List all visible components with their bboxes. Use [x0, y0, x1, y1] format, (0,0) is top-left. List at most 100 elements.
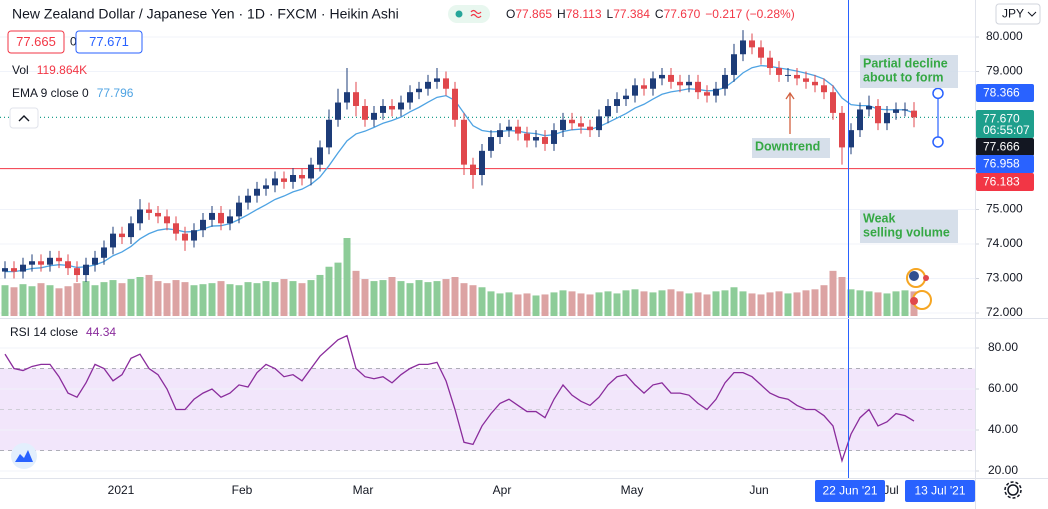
volume-bar — [361, 279, 369, 316]
volume-bar — [550, 292, 558, 316]
rsi-tick-label: 80.00 — [988, 340, 1018, 354]
candle-body — [353, 92, 359, 106]
annotation-text: Partial decline — [863, 56, 948, 70]
x-tick-label: Mar — [353, 483, 374, 497]
settings-gear — [1004, 481, 1022, 499]
volume-bar — [253, 283, 261, 316]
ohlc-value: 77.670 — [664, 7, 701, 21]
price-tag-timer: 06:55:07 — [983, 123, 1030, 137]
market-status[interactable] — [448, 5, 490, 23]
volume-bar — [163, 283, 171, 316]
candle-body — [101, 247, 107, 258]
volume-bar — [847, 289, 855, 316]
volume-bar — [802, 290, 810, 316]
y-tick-label: 74.000 — [986, 236, 1023, 250]
volume-bar — [334, 262, 342, 316]
volume-bar — [145, 274, 153, 316]
volume-bar — [10, 287, 18, 316]
candle-body — [497, 130, 503, 138]
volume-bar — [325, 266, 333, 316]
settings-button[interactable] — [1007, 484, 1019, 496]
volume-bar — [136, 277, 144, 316]
ohlc-value: 77.865 — [515, 7, 552, 21]
candle-body — [317, 147, 323, 165]
volume-bar — [28, 286, 36, 316]
volume-bar — [343, 238, 351, 316]
event-flag — [909, 271, 919, 281]
candle-body — [848, 130, 854, 148]
ohlc-key: C — [655, 7, 664, 21]
candle-body — [461, 119, 467, 165]
volume-bar — [685, 293, 693, 316]
volume-bar — [559, 290, 567, 316]
candle-body — [857, 109, 863, 131]
candle-body — [569, 119, 575, 124]
candle-body — [884, 112, 890, 124]
volume-bar — [856, 290, 864, 316]
volume-bar — [505, 292, 513, 316]
volume-bar — [379, 280, 387, 316]
candle-body — [290, 174, 296, 182]
volume-layer — [1, 238, 918, 316]
candle-body — [839, 112, 845, 148]
volume-bar — [118, 283, 126, 316]
candle-body — [2, 268, 8, 272]
candle-body — [371, 112, 377, 120]
candle-body — [749, 40, 755, 48]
candle-body — [641, 85, 647, 89]
annotation-arrow — [785, 91, 795, 134]
event-dot — [910, 297, 918, 305]
candle-body — [326, 119, 332, 148]
volume-bar — [199, 284, 207, 316]
candle-body — [524, 133, 530, 141]
annotation-text: selling volume — [863, 225, 950, 239]
volume-bar — [784, 293, 792, 316]
ohlc-key: H — [557, 7, 566, 21]
ema-value: 77.796 — [97, 86, 134, 100]
volume-bar — [865, 291, 873, 316]
price-change: −0.217 (−0.28%) — [705, 7, 794, 21]
volume-bar — [595, 292, 603, 316]
candle-body — [425, 81, 431, 89]
candle-body — [767, 57, 773, 69]
candle-body — [137, 209, 143, 224]
candle-body — [407, 92, 413, 103]
rsi-tick-label: 40.00 — [988, 422, 1018, 436]
ema-legend: EMA 9 close 0 — [12, 86, 89, 100]
volume-bar — [235, 285, 243, 316]
currency-dropdown[interactable] — [995, 3, 1041, 25]
volume-bar — [649, 292, 657, 316]
volume-bar — [667, 289, 675, 316]
price-tag — [976, 173, 1034, 191]
candle-body — [416, 88, 422, 93]
candle-layer — [2, 30, 917, 282]
volume-bar — [487, 291, 495, 316]
volume-bar — [514, 294, 522, 316]
ask-box[interactable] — [75, 30, 143, 54]
collapse-button[interactable] — [9, 107, 39, 129]
candle-body — [794, 74, 800, 79]
volume-bar — [883, 293, 891, 316]
rsi-layer — [4, 334, 915, 464]
bid-box[interactable] — [7, 30, 65, 54]
volume-bar — [154, 281, 162, 316]
volume-bar — [352, 270, 360, 316]
candle-body — [866, 105, 872, 110]
measure-handle — [932, 136, 944, 148]
candle-body — [803, 78, 809, 82]
candle-body — [902, 109, 908, 111]
volume-bar — [739, 291, 747, 316]
logo-mark — [15, 450, 33, 462]
candle-body — [398, 102, 404, 110]
candle-body — [821, 85, 827, 93]
last-date-box — [905, 480, 975, 502]
annotation-text: Downtrend — [755, 139, 820, 153]
logo[interactable] — [11, 443, 37, 469]
annotation-box — [860, 55, 958, 88]
candle-body — [911, 110, 917, 118]
volume-value: 119.864K — [37, 63, 88, 77]
dropdown-chevron — [1027, 11, 1037, 17]
candle-body — [38, 261, 44, 265]
candle-body — [893, 109, 899, 113]
volume-bar — [172, 280, 180, 316]
